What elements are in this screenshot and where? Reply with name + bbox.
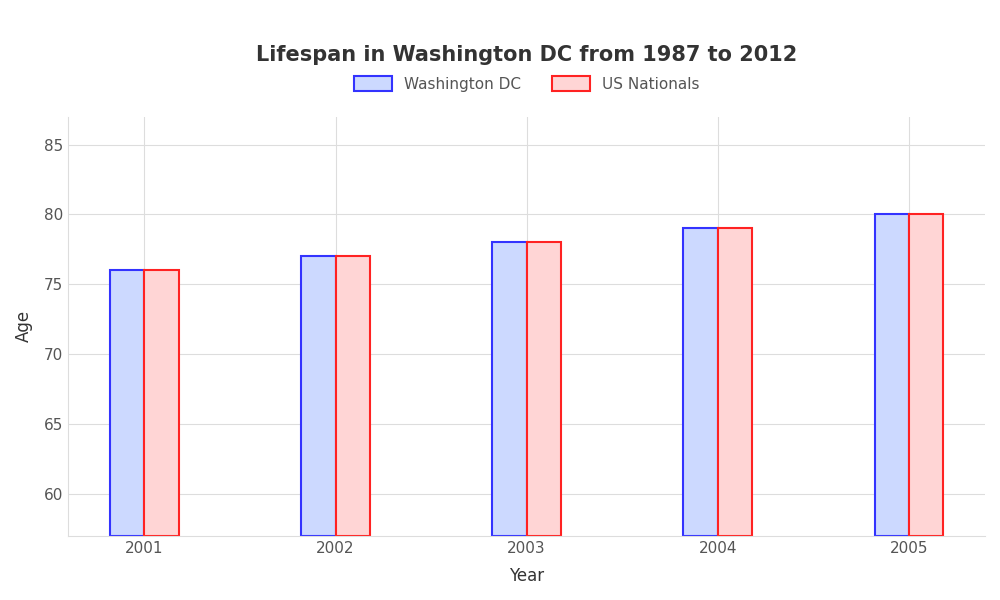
Bar [683,229,718,536]
Bar [336,256,370,536]
Legend: Washington DC, US Nationals: Washington DC, US Nationals [348,70,706,98]
Bar [527,242,561,536]
Title: Lifespan in Washington DC from 1987 to 2012: Lifespan in Washington DC from 1987 to 2… [256,45,797,65]
Bar [492,242,527,536]
Bar [110,271,144,536]
Y-axis label: Age: Age [15,310,33,343]
Bar [875,214,909,536]
Bar [909,214,943,536]
Bar [144,271,179,536]
Bar [718,229,752,536]
X-axis label: Year: Year [509,567,544,585]
Bar [301,256,336,536]
